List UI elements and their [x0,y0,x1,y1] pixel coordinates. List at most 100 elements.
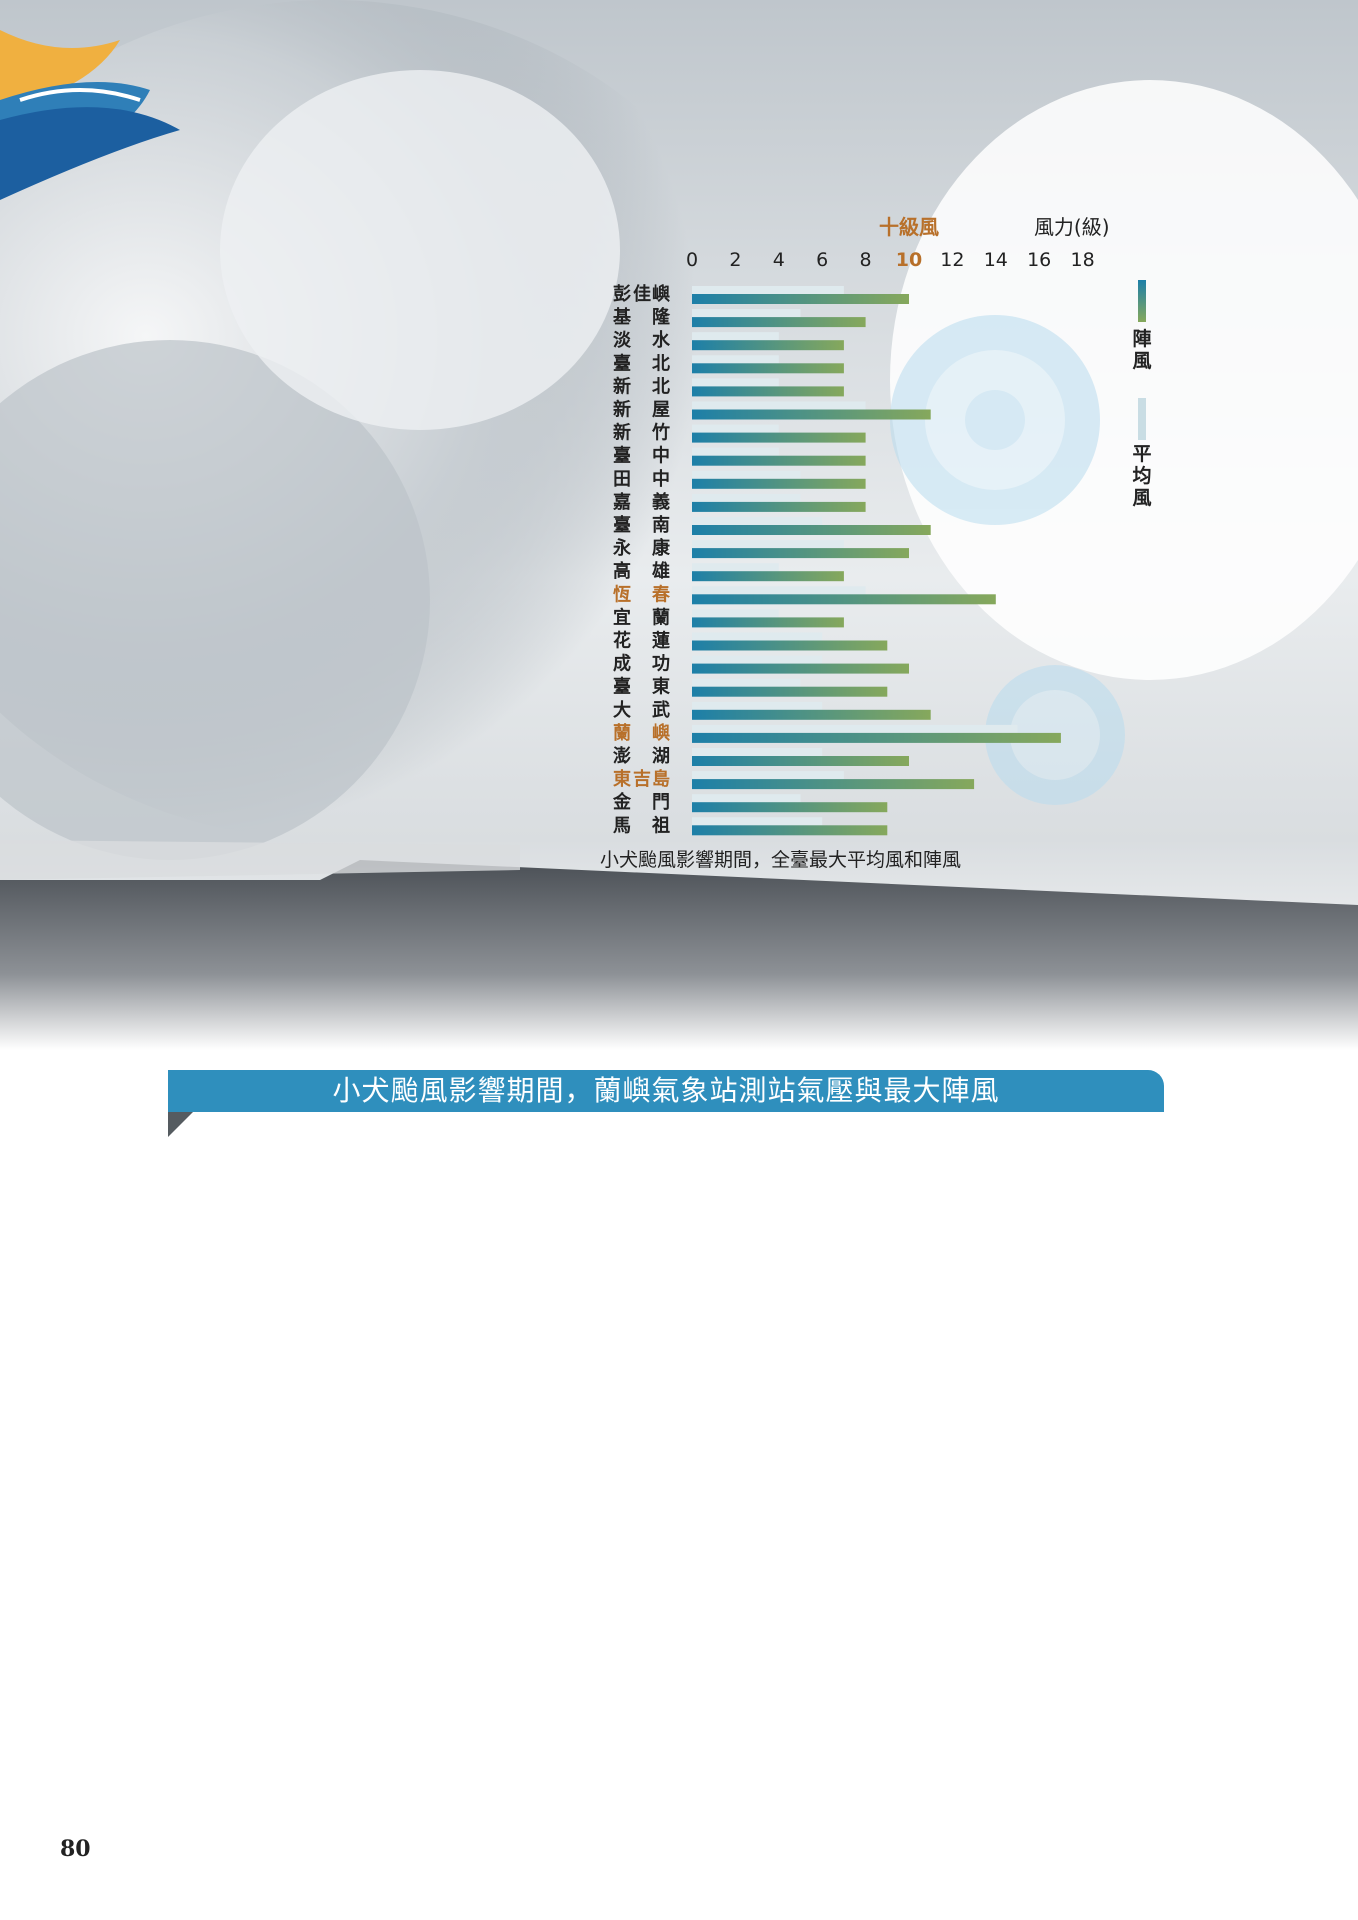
station-label: 金 [612,791,632,813]
x-tick-label: 14 [984,249,1008,271]
gust-bar [692,478,866,489]
x-tick-label: 8 [860,249,872,271]
station-label: 門 [652,792,670,813]
gust-bar [692,386,844,397]
station-label: 中 [652,468,670,490]
station-label: 新 [613,375,631,397]
x-tick-label: 18 [1071,249,1095,271]
station-label: 北 [652,353,670,374]
legend-gust-swatch [1138,280,1146,322]
station-label: 大 [613,699,631,721]
station-label: 東 [652,676,670,698]
gust-bar [692,432,866,443]
gust-bar [692,548,909,559]
station-label: 臺 [613,676,631,698]
station-label: 水 [652,329,671,351]
mean-wind-bar [692,586,866,595]
station-label: 成 [613,653,631,675]
gust-bar [692,317,866,328]
gust-bar [692,340,844,351]
mean-wind-bar [692,355,779,364]
station-label: 嘉 [612,492,631,513]
station-label: 蓮 [652,631,670,652]
mean-wind-bar [692,794,801,803]
legend-mean-label: 平 [1132,443,1151,465]
gust-bar [692,802,888,813]
mean-wind-bar [692,609,779,618]
station-label: 永 [612,537,631,559]
hero-background [0,0,1358,1050]
mean-wind-bar [692,286,844,294]
mean-wind-bar [692,771,844,780]
station-label: 康 [652,537,671,559]
station-label: 雄 [651,560,670,582]
station-label: 功 [652,654,670,675]
gust-bar [692,571,844,582]
mean-wind-bar [692,817,823,826]
mean-wind-bar [692,540,844,549]
gust-bar [692,594,996,605]
station-label: 東 [613,768,631,790]
station-label: 隆 [652,306,671,328]
gust-bar [692,825,888,836]
x-tick-label: 10 [896,249,922,271]
mean-wind-bar [692,447,779,456]
mean-wind-bar [692,401,866,410]
mean-wind-bar [692,678,801,687]
gust-bar [692,501,866,512]
mean-wind-bar [692,309,801,318]
station-label: 蘭 [652,607,670,628]
mean-wind-bar [692,701,823,710]
station-label: 田 [613,469,631,490]
legend-mean-label: 風 [1132,487,1151,509]
gust-bar [692,709,931,720]
gust-bar [692,686,888,697]
mean-wind-bar [692,724,1018,733]
mean-wind-bar [692,378,779,387]
x-tick-label: 16 [1027,249,1051,271]
mean-wind-bar [692,332,779,341]
station-label: 湖 [652,746,670,767]
station-label: 臺 [613,514,631,536]
mean-wind-bar [692,517,823,525]
station-label: 武 [652,700,670,721]
gust-bar [692,363,844,374]
mean-wind-bar [692,655,823,664]
wind-chart: 0 2 4 6 8 10 12 14 16 18 十級風 風力(級) 彭佳嶼基隆淡水臺北新北新屋新竹臺… [0,0,1358,900]
decorative-wave-logo [0,30,180,200]
seawall [0,860,1358,1050]
station-label: 中 [652,445,670,467]
station-label: 祖 [651,814,670,836]
station-label: 彭 [613,283,631,305]
axis-unit-label: 風力(級) [1034,215,1110,239]
gust-bar [692,756,909,766]
station-label: 基 [612,306,632,328]
station-label: 臺 [613,352,631,374]
station-label: 義 [652,491,670,513]
station-label: 島 [652,768,670,790]
legend-mean-swatch [1138,398,1146,440]
chart-caption: 小犬颱風影響期間，全臺最大平均風和陣風 [600,849,961,871]
x-tick-label: 0 [686,249,698,271]
mean-wind-bar [692,632,823,641]
gust-bar [692,640,888,651]
mean-wind-bar [692,563,779,572]
station-label: 北 [652,376,670,397]
legend-gust-label: 風 [1132,350,1151,372]
station-label: 南 [652,514,670,536]
mean-wind-bar [692,424,779,433]
mean-wind-bar [692,493,801,502]
mean-wind-bar [692,470,801,479]
station-label: 新 [613,422,631,444]
ribbon-fold [168,1112,193,1137]
gust-bar [692,617,844,628]
hero-photo [0,0,1358,1050]
station-label: 淡 [613,330,632,351]
station-label: 高 [613,560,631,582]
gust-bar [692,409,931,420]
station-label: 澎 [613,745,631,767]
x-tick-label: 2 [729,249,741,271]
station-label: 佳 [633,283,651,305]
station-label: 宜 [613,606,631,628]
page-number: 80 [60,1836,91,1862]
